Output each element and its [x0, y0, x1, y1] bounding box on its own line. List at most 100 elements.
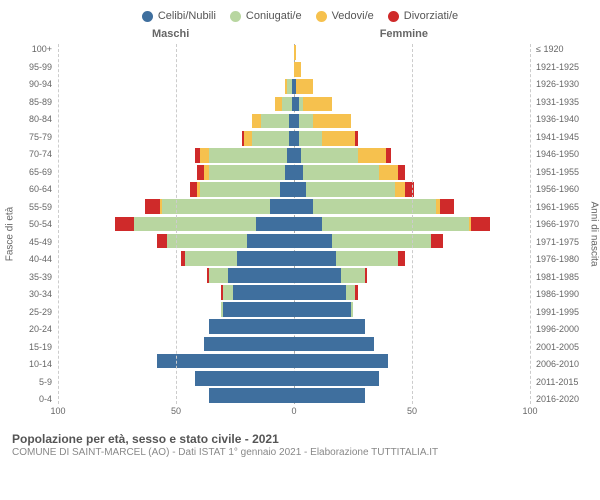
plot [58, 44, 530, 404]
bar-segment [346, 285, 355, 300]
y-left-label: 10-14 [12, 359, 52, 369]
bar-segment [209, 319, 294, 334]
bar-segment [256, 217, 294, 232]
bar-segment [244, 131, 251, 146]
male-label: Maschi [152, 28, 189, 40]
bar-segment [379, 165, 398, 180]
age-row [58, 301, 530, 318]
y-right-label: 1941-1945 [536, 132, 588, 142]
y-right-label: 1921-1925 [536, 62, 588, 72]
bar-segment [355, 285, 357, 300]
y-right-label: 1966-1970 [536, 219, 588, 229]
bar-segment [157, 234, 166, 249]
bar-segment [294, 148, 301, 163]
bar-segment [294, 371, 379, 386]
bar-segment [398, 251, 405, 266]
bar-segment [282, 97, 291, 112]
x-tick: 50 [407, 406, 417, 416]
y-left-label: 5-9 [12, 377, 52, 387]
y-right-label: 1991-1995 [536, 307, 588, 317]
bar-segment [431, 234, 443, 249]
bar-segment [301, 148, 358, 163]
y-left-label: 55-59 [12, 202, 52, 212]
bar-segment [280, 182, 294, 197]
x-tick: 100 [522, 406, 537, 416]
bar-segment [322, 131, 355, 146]
y-left-label: 95-99 [12, 62, 52, 72]
y-left-label: 35-39 [12, 272, 52, 282]
bar-segment [209, 165, 285, 180]
bar-segment [209, 388, 294, 403]
bar-segment [223, 302, 294, 317]
y-right-label: 1996-2000 [536, 324, 588, 334]
bar-segment [190, 182, 197, 197]
legend-swatch [316, 11, 327, 22]
bar-segment [294, 302, 351, 317]
age-row [58, 284, 530, 301]
legend-item: Divorziati/e [388, 10, 458, 22]
bar-segment [195, 371, 294, 386]
bar-segment [185, 251, 237, 266]
bar-segment [336, 251, 397, 266]
legend: Celibi/NubiliConiugati/eVedovi/eDivorzia… [12, 10, 588, 22]
bar-segment [209, 148, 287, 163]
age-row [58, 147, 530, 164]
y-right-label: ≤ 1920 [536, 44, 588, 54]
bar-segment [471, 217, 490, 232]
bar-segment [306, 182, 396, 197]
y-right-label: 1986-1990 [536, 289, 588, 299]
x-tick: 100 [50, 406, 65, 416]
bar-rows [58, 44, 530, 404]
y-left-label: 80-84 [12, 114, 52, 124]
legend-label: Divorziati/e [404, 10, 458, 22]
age-row [58, 335, 530, 352]
bar-segment [365, 268, 367, 283]
age-row [58, 164, 530, 181]
bar-segment [200, 148, 209, 163]
age-row [58, 267, 530, 284]
bar-segment [299, 114, 313, 129]
bar-segment [294, 285, 346, 300]
bar-segment [223, 285, 232, 300]
bar-segment [197, 165, 204, 180]
y-right-label: 1976-1980 [536, 254, 588, 264]
chart-title: Popolazione per età, sesso e stato civil… [12, 432, 588, 446]
female-label: Femmine [380, 28, 428, 40]
bar-segment [294, 45, 296, 60]
legend-swatch [388, 11, 399, 22]
y-left-label: 75-79 [12, 132, 52, 142]
y-right-label: 2011-2015 [536, 377, 588, 387]
bar-segment [270, 199, 294, 214]
bar-segment [294, 319, 365, 334]
x-axis: 10050050100 [58, 406, 530, 422]
bar-segment [351, 302, 353, 317]
bar-segment [299, 131, 323, 146]
x-tick: 0 [291, 406, 296, 416]
bar-segment [200, 182, 280, 197]
gridline [58, 44, 59, 404]
y-right-label: 2001-2005 [536, 342, 588, 352]
bar-segment [313, 199, 436, 214]
bar-segment [296, 79, 313, 94]
y-right-label: 1951-1955 [536, 167, 588, 177]
bar-segment [204, 337, 294, 352]
bar-segment [303, 97, 331, 112]
bar-segment [313, 114, 351, 129]
bar-segment [162, 199, 271, 214]
bar-segment [275, 97, 282, 112]
y-right-label: 1961-1965 [536, 202, 588, 212]
y-right-label: 2006-2010 [536, 359, 588, 369]
legend-swatch [142, 11, 153, 22]
bar-segment [440, 199, 454, 214]
age-row [58, 353, 530, 370]
bar-segment [341, 268, 365, 283]
bar-segment [294, 165, 303, 180]
y-right-title: Anni di nascita [589, 201, 600, 266]
age-row [58, 198, 530, 215]
age-row [58, 181, 530, 198]
bar-segment [398, 165, 405, 180]
y-left-label: 45-49 [12, 237, 52, 247]
legend-swatch [230, 11, 241, 22]
bar-segment [252, 114, 261, 129]
y-right-label: 1926-1930 [536, 79, 588, 89]
